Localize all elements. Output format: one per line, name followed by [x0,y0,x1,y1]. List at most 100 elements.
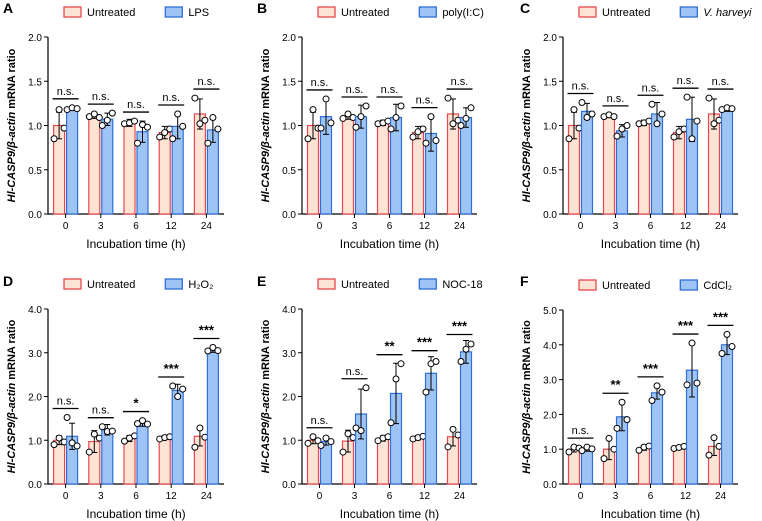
data-point [134,139,141,147]
data-point [648,100,656,108]
significance-label: ** [384,339,395,354]
bar-untreated [123,437,136,485]
data-point [339,448,347,456]
legend-label: Untreated [602,280,650,292]
data-point [610,113,618,121]
bar-treated [136,422,149,485]
y-axis-label: Hl-CASP9/β-actin mRNA ratio [521,48,533,202]
bar-treated [650,113,664,215]
data-point [728,343,736,351]
y-tick-label: 1.0 [282,436,296,447]
x-tick-label: 3 [613,491,619,502]
data-point [174,110,182,118]
legend-swatch [63,6,82,18]
significance-label: *** [713,309,729,324]
data-point [304,135,312,143]
data-point [623,122,631,129]
significance-label: n.s. [311,415,329,427]
x-tick-label: 3 [98,491,104,502]
significance-label: n.s. [572,425,590,437]
data-point [670,133,678,141]
significance-label: *** [164,361,180,376]
y-axis-label-rest: mRNA ratio [521,48,533,111]
data-point [728,105,736,113]
data-point [144,123,151,131]
data-point [588,445,596,453]
y-axis-label: Hl-CASP9/β-actin mRNA ratio [6,48,18,202]
data-point [201,116,209,124]
data-point [134,420,141,428]
data-point [63,414,71,421]
y-axis-label-italic: Hl-CASP9/β-actin [6,112,18,203]
y-tick-label: 3.0 [28,349,42,360]
x-tick-label: 3 [613,221,619,232]
data-point [73,105,81,113]
legend-label: poly(I:C) [442,7,484,19]
y-axis-label-rest: mRNA ratio [260,48,272,111]
data-point [90,110,98,118]
panel-f: F Untreated CdCl₂ Hl-CASP9/β-actin mRNA rat… [520,273,738,521]
data-point [131,117,138,125]
bar-treated [354,116,368,215]
legend-swatch [578,6,597,18]
data-point [449,120,457,128]
legend-label: CdCl₂ [703,280,732,292]
data-point [605,434,613,442]
data-point [362,102,370,110]
data-point [427,113,435,121]
data-point [693,379,701,387]
panel-c: C Untreated V. harveyi Hl-CASP9/β-actin mRN… [520,0,752,251]
data-point [85,448,93,456]
data-point [121,437,128,445]
data-point [565,135,573,143]
y-axis-label-italic: Hl-CASP9/β-actin [260,112,272,203]
significance-label: n.s. [92,91,110,103]
x-tick-label: 12 [166,221,178,232]
bar-untreated [411,131,425,215]
data-point [653,382,661,390]
data-point [618,125,626,133]
data-point [304,439,312,447]
significance-label: n.s. [346,366,364,378]
x-axis-label: Incubation time (h) [340,507,439,521]
legend-swatch [578,279,597,291]
data-point [688,135,696,143]
x-tick-label: 12 [680,221,692,232]
y-tick-label: 5.0 [543,306,557,317]
bar-untreated [88,115,101,215]
data-point [362,384,370,392]
data-point [653,120,661,128]
legend-swatch [317,6,336,18]
y-tick-label: 0.0 [28,210,42,221]
significance-label: n.s. [712,76,730,88]
data-point [705,94,713,102]
significance-label: n.s. [677,75,695,87]
y-axis-label-italic: Hl-CASP9/β-actin [521,112,533,203]
data-point [457,122,465,129]
panel-d: D Untreated H₂O₂ Hl-CASP9/β-actin mRNA rati… [3,273,224,521]
data-point [179,385,187,393]
legend-label: Untreated [87,279,135,291]
panel-letter: E [257,273,266,289]
legend-label: LPS [188,7,209,19]
panel-b: B Untreated poly(I:C) Hl-CASP9/β-actin mRNA… [257,0,484,251]
significance-label: n.s. [607,93,625,105]
data-point [55,106,63,114]
data-point [387,419,395,427]
y-tick-label: 2.0 [282,393,296,404]
x-tick-label: 6 [387,221,393,232]
x-tick-label: 12 [166,491,178,502]
data-point [161,129,169,137]
bar-untreated [672,446,686,485]
significance-label: * [133,396,139,411]
y-tick-label: 0.0 [282,210,296,221]
y-tick-label: 1.0 [28,122,42,133]
x-tick-label: 6 [133,221,139,232]
data-point [710,120,718,128]
data-point [209,114,217,122]
data-point [432,358,440,365]
x-tick-label: 0 [578,221,584,232]
significance-label: *** [678,318,694,333]
legend-swatch [317,278,336,290]
data-point [317,124,325,132]
